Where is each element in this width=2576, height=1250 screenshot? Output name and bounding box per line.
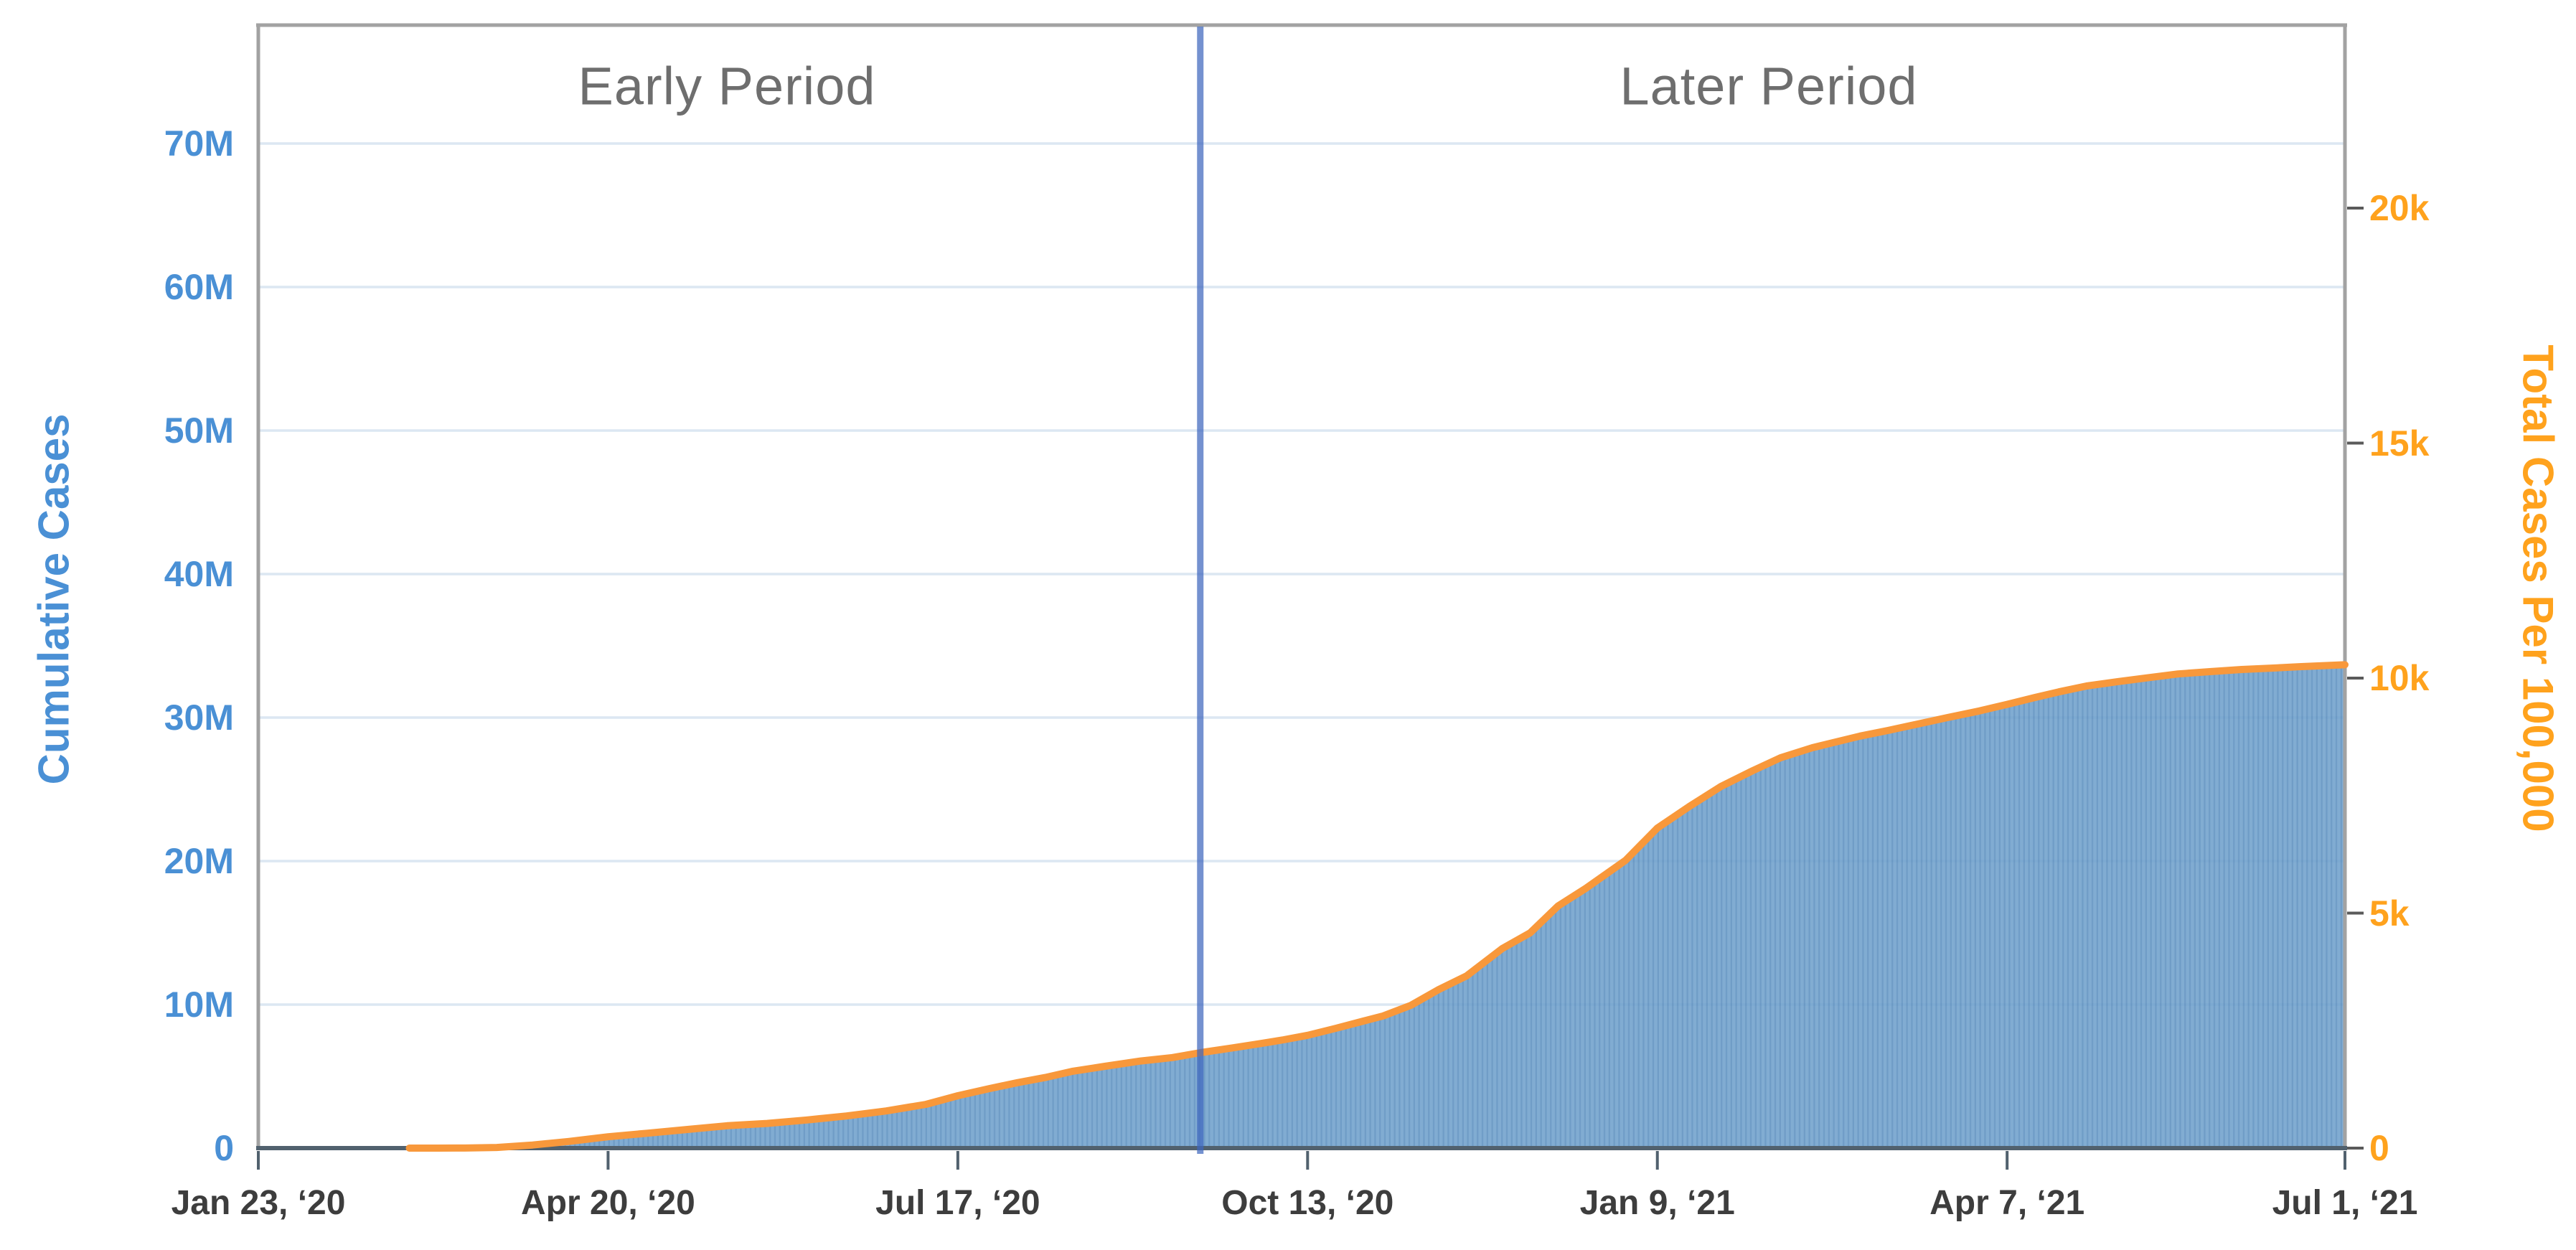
y-left-tick-label-0: 0 <box>214 1128 234 1168</box>
y-left-tick-label-50M: 50M <box>164 410 234 451</box>
y-right-tick-label-10k: 10k <box>2369 658 2430 698</box>
x-tick-label-Apr 7, ‘21: Apr 7, ‘21 <box>1929 1184 2085 1222</box>
right-axis-title: Total Cases Per 100,000 <box>2514 344 2562 832</box>
x-tick-label-Apr 20, ‘20: Apr 20, ‘20 <box>521 1184 695 1222</box>
area-series-cumulative-cases <box>409 664 2345 1148</box>
period-label-later: Later Period <box>1620 56 1918 116</box>
y-left-tick-label-10M: 10M <box>164 985 234 1025</box>
y-right-tick-label-15k: 15k <box>2369 423 2430 464</box>
x-tick-label-Jan 9, ‘21: Jan 9, ‘21 <box>1579 1184 1735 1222</box>
x-tick-label-Jul 1, ‘21: Jul 1, ‘21 <box>2272 1184 2418 1222</box>
y-left-tick-label-30M: 30M <box>164 697 234 738</box>
x-tick-label-Jul 17, ‘20: Jul 17, ‘20 <box>875 1184 1040 1222</box>
y-right-tick-label-0: 0 <box>2369 1128 2389 1168</box>
y-left-tick-label-70M: 70M <box>164 123 234 164</box>
y-right-tick-label-5k: 5k <box>2369 893 2410 934</box>
x-tick-label-Jan 23, ‘20: Jan 23, ‘20 <box>171 1184 346 1222</box>
case-line <box>405 661 2349 1152</box>
x-tick-label-Oct 13, ‘20: Oct 13, ‘20 <box>1221 1184 1394 1222</box>
y-left-tick-label-60M: 60M <box>164 267 234 307</box>
y-right-tick-label-20k: 20k <box>2369 188 2430 228</box>
y-left-tick-label-20M: 20M <box>164 841 234 881</box>
period-label-early: Early Period <box>578 56 876 116</box>
y-left-tick-label-40M: 40M <box>164 554 234 594</box>
